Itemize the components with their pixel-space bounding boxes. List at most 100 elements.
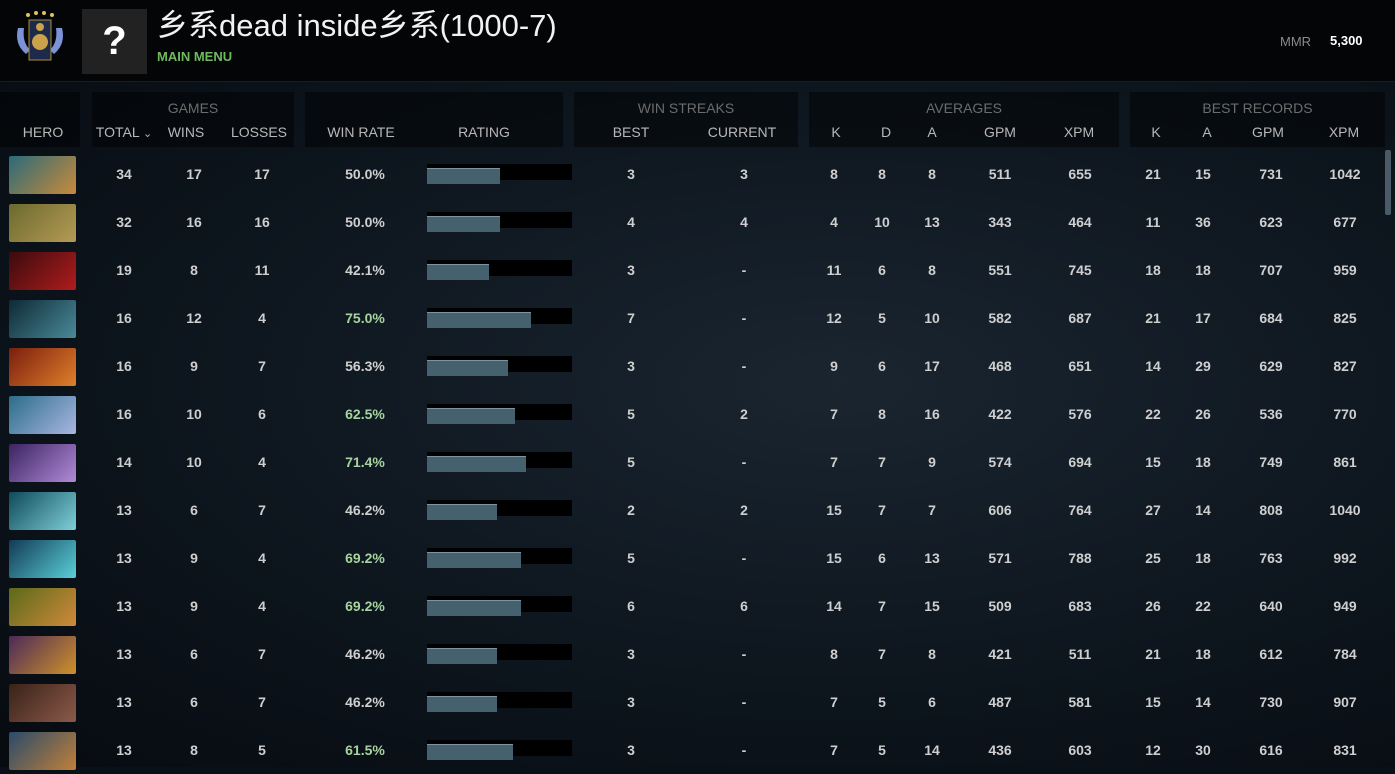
col-win-rate[interactable]: WIN RATE: [327, 124, 395, 140]
best-a-cell: 30: [1195, 742, 1211, 758]
a-cell: 6: [928, 694, 936, 710]
gpm-cell: 468: [988, 358, 1012, 374]
current-cell: -: [741, 358, 747, 374]
k-cell: 7: [830, 454, 838, 470]
best-gpm-cell: 612: [1259, 646, 1283, 662]
hero-portrait-icon[interactable]: [9, 636, 76, 674]
d-cell: 8: [878, 166, 886, 182]
best-k-cell: 25: [1145, 550, 1161, 566]
rating-bar-fill: [427, 648, 497, 664]
table-row[interactable]: 14 10 4 71.4% 5 - 7 7 9 574 694 15 18 749 861: [0, 438, 1380, 486]
k-cell: 7: [830, 694, 838, 710]
table-row[interactable]: 16 12 4 75.0% 7 - 12 5 10 582 687 21 17 684 825: [0, 294, 1380, 342]
wins-cell: 8: [190, 742, 198, 758]
losses-cell: 7: [258, 502, 266, 518]
best-a-cell: 18: [1195, 262, 1211, 278]
total-cell: 14: [116, 454, 132, 470]
losses-cell: 16: [254, 214, 270, 230]
hero-portrait-icon[interactable]: [9, 732, 76, 770]
wins-cell: 6: [190, 646, 198, 662]
best-a-cell: 22: [1195, 598, 1211, 614]
col-avg-xpm[interactable]: XPM: [1063, 124, 1095, 140]
hero-portrait-icon[interactable]: [9, 684, 76, 722]
current-cell: -: [741, 646, 747, 662]
rating-bar-fill: [427, 264, 490, 280]
hero-portrait-icon[interactable]: [9, 348, 76, 386]
win-rate-cell: 69.2%: [345, 550, 385, 566]
table-row[interactable]: 13 9 4 69.2% 6 6 14 7 15 509 683 26 22 640 949: [0, 582, 1380, 630]
table-row[interactable]: 16 9 7 56.3% 3 - 9 6 17 468 651 14 29 629 827: [0, 342, 1380, 390]
col-best-a[interactable]: A: [1202, 124, 1212, 140]
best-k-cell: 21: [1145, 166, 1161, 182]
hero-portrait-icon[interactable]: [9, 204, 76, 242]
rating-bar-fill: [427, 168, 500, 184]
table-row[interactable]: 16 10 6 62.5% 5 2 7 8 16 422 576 22 26 536 770: [0, 390, 1380, 438]
hero-portrait-icon[interactable]: [9, 540, 76, 578]
gpm-cell: 574: [988, 454, 1012, 470]
hero-portrait-icon[interactable]: [9, 300, 76, 338]
col-avg-k[interactable]: K: [831, 124, 841, 140]
xpm-cell: 687: [1068, 310, 1092, 326]
sort-desc-icon: ⌄: [142, 128, 153, 140]
best-a-cell: 36: [1195, 214, 1211, 230]
col-rating[interactable]: RATING: [458, 124, 510, 140]
losses-cell: 4: [258, 454, 266, 470]
a-cell: 14: [924, 742, 940, 758]
col-avg-a[interactable]: A: [927, 124, 937, 140]
xpm-cell: 651: [1068, 358, 1092, 374]
col-best-gpm[interactable]: GPM: [1252, 124, 1284, 140]
table-row[interactable]: 13 6 7 46.2% 3 - 8 7 8 421 511 21 18 612 784: [0, 630, 1380, 678]
avatar[interactable]: ?: [82, 9, 147, 74]
win-rate-cell: 61.5%: [345, 742, 385, 758]
col-avg-d[interactable]: D: [880, 124, 892, 140]
losses-cell: 4: [258, 550, 266, 566]
col-hero[interactable]: HERO: [22, 124, 64, 140]
wins-cell: 8: [190, 262, 198, 278]
col-avg-gpm[interactable]: GPM: [984, 124, 1016, 140]
xpm-cell: 764: [1068, 502, 1092, 518]
col-best-xpm[interactable]: XPM: [1328, 124, 1360, 140]
main-menu-link[interactable]: MAIN MENU: [157, 49, 233, 64]
hero-portrait-icon[interactable]: [9, 396, 76, 434]
current-cell: 4: [740, 214, 748, 230]
best-gpm-cell: 707: [1259, 262, 1283, 278]
table-row[interactable]: 19 8 11 42.1% 3 - 11 6 8 551 745 18 18 707 959: [0, 246, 1380, 294]
best-records-header-panel: [1130, 92, 1385, 147]
best-cell: 3: [627, 358, 635, 374]
a-cell: 10: [924, 310, 940, 326]
table-row[interactable]: 13 6 7 46.2% 2 2 15 7 7 606 764 27 14 808 1040: [0, 486, 1380, 534]
hero-portrait-icon[interactable]: [9, 444, 76, 482]
best-cell: 3: [627, 166, 635, 182]
col-total[interactable]: TOTAL ⌄: [96, 124, 152, 142]
col-wins[interactable]: WINS: [167, 124, 205, 140]
col-current-streak[interactable]: CURRENT: [707, 124, 777, 140]
total-cell: 13: [116, 742, 132, 758]
best-cell: 3: [627, 646, 635, 662]
best-cell: 5: [627, 550, 635, 566]
hero-portrait-icon[interactable]: [9, 492, 76, 530]
table-row[interactable]: 13 8 5 61.5% 3 - 7 5 14 436 603 12 30 616 831: [0, 726, 1380, 774]
win-rate-cell: 75.0%: [345, 310, 385, 326]
xpm-cell: 788: [1068, 550, 1092, 566]
col-losses[interactable]: LOSSES: [230, 124, 288, 140]
table-row[interactable]: 32 16 16 50.0% 4 4 4 10 13 343 464 11 36 623 677: [0, 198, 1380, 246]
rating-bar-fill: [427, 600, 522, 616]
wins-cell: 9: [190, 550, 198, 566]
losses-cell: 11: [254, 262, 270, 278]
table-row[interactable]: 13 6 7 46.2% 3 - 7 5 6 487 581 15 14 730 907: [0, 678, 1380, 726]
table-row[interactable]: 34 17 17 50.0% 3 3 8 8 8 511 655 21 15 731 1042: [0, 150, 1380, 198]
col-best-streak[interactable]: BEST: [612, 124, 650, 140]
hero-portrait-icon[interactable]: [9, 252, 76, 290]
hero-portrait-icon[interactable]: [9, 156, 76, 194]
d-cell: 7: [878, 502, 886, 518]
k-cell: 4: [830, 214, 838, 230]
wins-cell: 17: [186, 166, 202, 182]
scrollbar[interactable]: [1385, 150, 1391, 215]
current-cell: -: [741, 310, 747, 326]
col-best-k[interactable]: K: [1151, 124, 1161, 140]
wins-cell: 6: [190, 502, 198, 518]
hero-portrait-icon[interactable]: [9, 588, 76, 626]
table-row[interactable]: 13 9 4 69.2% 5 - 15 6 13 571 788 25 18 763 992: [0, 534, 1380, 582]
total-cell: 32: [116, 214, 132, 230]
